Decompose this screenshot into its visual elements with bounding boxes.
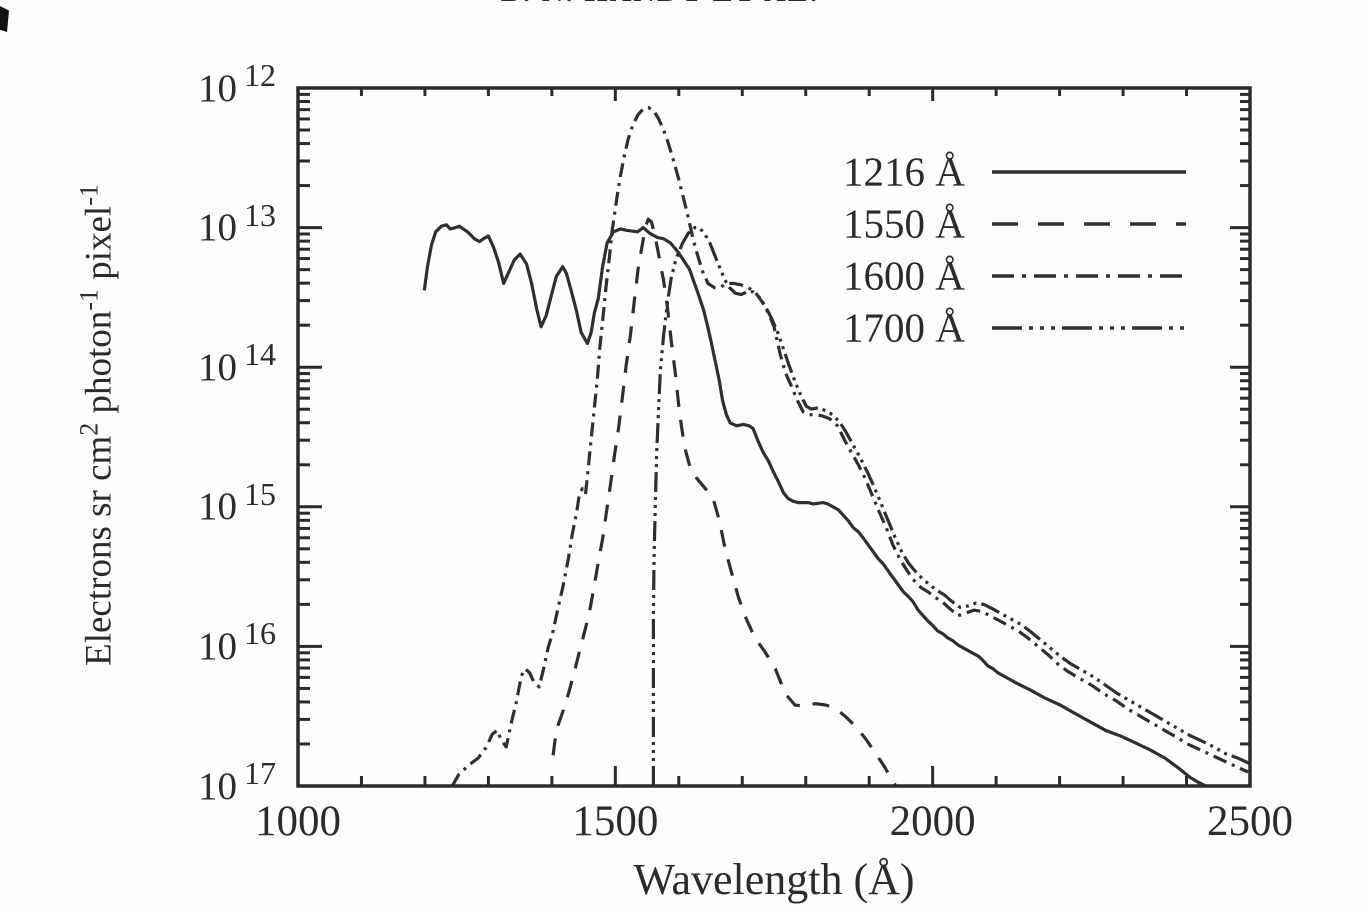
series-line-1216 [422,223,1207,786]
y-axis-label-superscript: -1 [74,289,104,311]
y-tick-base: 10 [198,345,237,389]
y-tick-label-10-16: 10 16 [148,614,276,678]
y-tick-exponent: 13 [244,196,276,233]
x-axis-label: Wavelength (Å) [633,855,915,904]
x-tick-label-2500: 2500 [1207,798,1293,845]
y-tick-base: 10 [198,66,237,110]
legend-label: 1700 Å [843,304,965,351]
legend-line-sample-dash-dot-dot-dot [992,326,1186,330]
legend-line-sample-solid [992,170,1186,174]
y-tick-exponent: 17 [244,755,276,791]
y-tick-base: 10 [198,764,237,808]
y-axis-label-superscript: -1 [74,184,104,206]
y-tick-base: 10 [198,206,237,250]
legend-entry-1600: 1600 Å [843,250,1188,302]
y-tick-label-10-13: 10 13 [148,196,276,260]
legend-entry-1216: 1216 Å [843,146,1188,198]
y-tick-base: 10 [198,624,237,668]
x-tick-label-2000: 2000 [889,798,976,845]
y-tick-label-10-14: 10 14 [148,335,276,399]
y-axis-label-superscript: 2 [74,422,104,436]
x-tick-label-1000: 1000 [255,798,341,845]
chart-legend: 1216 Å 1550 Å 1600 Å 1700 Å [843,146,1188,361]
y-tick-label-10-15: 10 15 [148,475,276,539]
y-tick-label-10-17: 10 17 [148,754,276,818]
y-tick-label-10-12: 10 12 [148,56,276,120]
legend-line-sample-dashed [992,222,1186,226]
legend-entry-1700: 1700 Å [843,302,1188,354]
legend-label: 1216 Å [843,148,965,195]
y-tick-exponent: 16 [244,615,276,652]
legend-label: 1600 Å [843,252,965,299]
series-line-1600 [450,105,1249,786]
y-axis-label-text: photon [78,310,120,423]
x-tick-label-1500: 1500 [572,798,659,845]
y-axis-label-text: pixel [78,205,120,290]
page-header: B. N. HANDY ET AL. [480,0,840,13]
y-axis-label: Electrons sr cm2 photon-1 pixel-1 [74,184,120,666]
y-tick-exponent: 15 [244,475,276,512]
scan-artifact-mark [0,6,9,32]
y-axis-label-text: Electrons sr cm [78,435,120,666]
plot-frame [296,86,1252,788]
y-tick-exponent: 14 [244,336,276,373]
series-line-1550 [551,217,898,786]
y-tick-base: 10 [198,485,237,529]
legend-label: 1550 Å [843,200,965,247]
running-head-authors: B. N. HANDY ET AL. [480,0,840,9]
series-line-1700 [651,226,1250,786]
legend-line-sample-dash-dot [992,274,1186,278]
legend-entry-1550: 1550 Å [843,198,1188,250]
y-tick-exponent: 12 [244,57,276,93]
